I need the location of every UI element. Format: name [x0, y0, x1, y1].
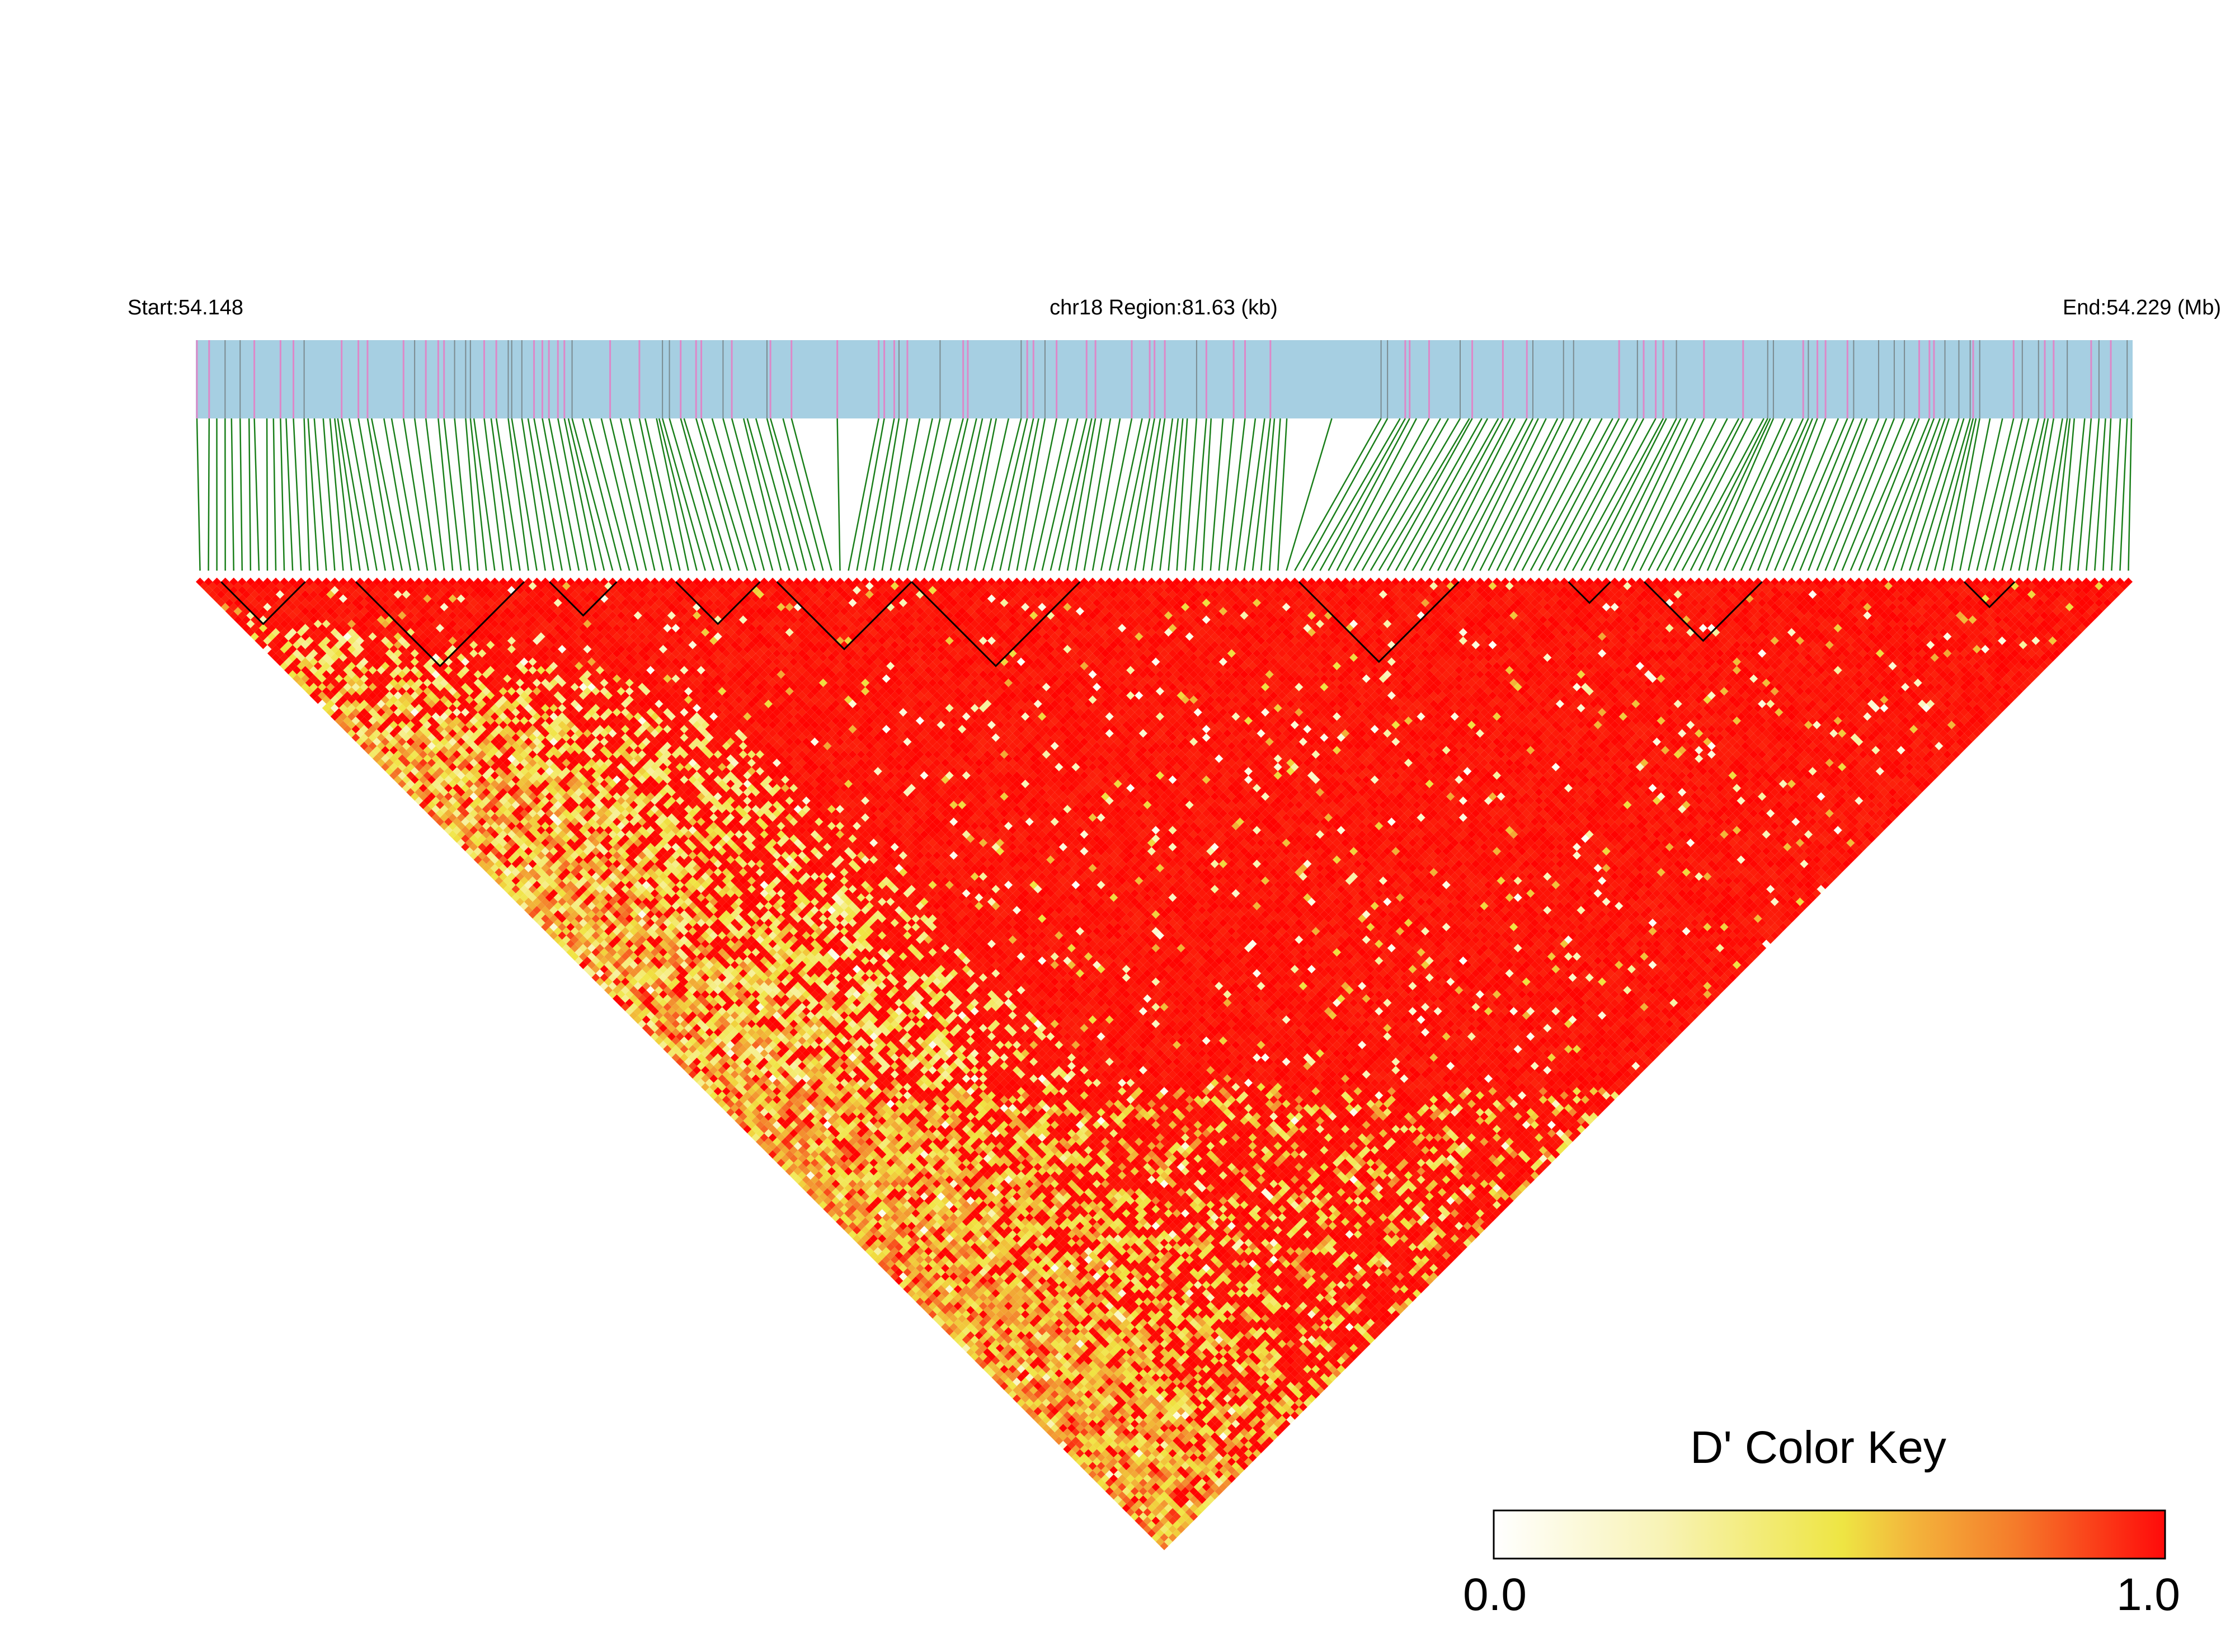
snp-connector — [702, 418, 747, 571]
snp-connector — [783, 418, 824, 571]
snp-connector — [274, 418, 276, 571]
snp-connector — [1893, 418, 1945, 571]
snp-connector — [1202, 418, 1211, 571]
snp-connector — [342, 418, 369, 571]
snp-connector — [2111, 418, 2120, 571]
snp-connector — [639, 418, 672, 571]
snp-connector — [1126, 418, 1154, 571]
snp-connector — [732, 418, 773, 571]
snp-connector — [1547, 418, 1628, 571]
snp-connector-lines — [197, 418, 2132, 571]
snp-connector — [1909, 418, 1959, 571]
snp-connector — [1429, 418, 1511, 571]
snp-connector — [1817, 418, 1879, 571]
snp-connector — [534, 418, 562, 571]
snp-connector — [991, 418, 1027, 571]
snp-connector — [949, 418, 982, 571]
snp-connector — [2128, 418, 2132, 571]
snp-connector — [1446, 418, 1527, 571]
snp-connector — [438, 418, 453, 571]
snp-connector — [1227, 418, 1245, 571]
snp-connector — [232, 418, 234, 571]
snp-connector — [1564, 418, 1644, 571]
snp-connector — [415, 418, 436, 571]
snp-connector — [629, 418, 664, 571]
snp-connector — [1236, 418, 1255, 571]
snp-connector — [280, 418, 284, 571]
snp-connector — [564, 418, 596, 571]
snp-connector — [916, 418, 951, 571]
snp-connector — [1649, 418, 1728, 571]
snp-connector — [1842, 418, 1904, 571]
snp-connector — [1455, 418, 1533, 571]
snp-connector — [1859, 418, 1919, 571]
snp-connector — [1387, 418, 1472, 571]
snp-connector — [1371, 418, 1460, 571]
snp-connector — [792, 418, 832, 571]
snp-connector — [255, 418, 259, 571]
snp-connector — [249, 418, 251, 571]
region-title-label: chr18 Region:81.63 (kb) — [1050, 296, 1278, 319]
snp-connector — [767, 418, 806, 571]
snp-connector — [1177, 418, 1188, 571]
snp-connector — [1985, 418, 2022, 571]
snp-connector — [723, 418, 764, 571]
snp-connector — [304, 418, 310, 571]
snp-connector — [696, 418, 739, 571]
snp-connector — [528, 418, 554, 571]
snp-connector — [293, 418, 301, 571]
snp-connector — [849, 418, 879, 571]
snp-connector — [907, 418, 940, 571]
region-end-label: End:54.229 (Mb) — [2063, 296, 2221, 319]
snp-connector — [1396, 418, 1482, 571]
snp-connector — [286, 418, 293, 571]
snp-connector — [1135, 418, 1160, 571]
snp-connector — [240, 418, 242, 571]
snp-connector — [1009, 418, 1039, 571]
snp-connector — [1505, 418, 1582, 571]
snp-connector — [837, 418, 840, 571]
snp-position-track — [196, 340, 2133, 418]
snp-connector — [1800, 418, 1862, 571]
snp-connector — [1791, 418, 1853, 571]
snp-connector — [444, 418, 461, 571]
snp-connector — [1421, 418, 1503, 571]
snp-connector — [2120, 418, 2127, 571]
snp-connector — [1623, 418, 1695, 571]
snp-connector — [1118, 418, 1150, 571]
region-start-label: Start:54.148 — [128, 296, 243, 319]
snp-connector — [1295, 418, 1381, 571]
snp-connector — [542, 418, 570, 571]
snp-connector — [1758, 418, 1817, 571]
snp-connector — [1598, 418, 1676, 571]
snp-connector — [1691, 418, 1768, 571]
snp-connector — [2078, 418, 2091, 571]
snp-connector — [1059, 418, 1092, 571]
snp-connector — [590, 418, 630, 571]
snp-connector — [549, 418, 579, 571]
snp-connector — [1034, 418, 1069, 571]
snp-connector — [426, 418, 444, 571]
snp-connector — [568, 418, 604, 571]
snp-connector — [983, 418, 1021, 571]
snp-connector — [1631, 418, 1704, 571]
snp-connector — [620, 418, 655, 571]
snp-connector — [747, 418, 789, 571]
snp-connector — [681, 418, 722, 571]
snp-connector — [1000, 418, 1033, 571]
snp-connector — [924, 418, 963, 571]
ld-matrix — [196, 577, 2133, 1550]
snp-connector — [1109, 418, 1142, 571]
snp-connector — [197, 418, 200, 571]
snp-connector — [558, 418, 587, 571]
snp-connector — [645, 418, 680, 571]
snp-connector — [1480, 418, 1558, 571]
snp-connector — [2086, 418, 2099, 571]
snp-connector — [1775, 418, 1838, 571]
snp-connector — [1438, 418, 1515, 571]
snp-connector — [1884, 418, 1940, 571]
